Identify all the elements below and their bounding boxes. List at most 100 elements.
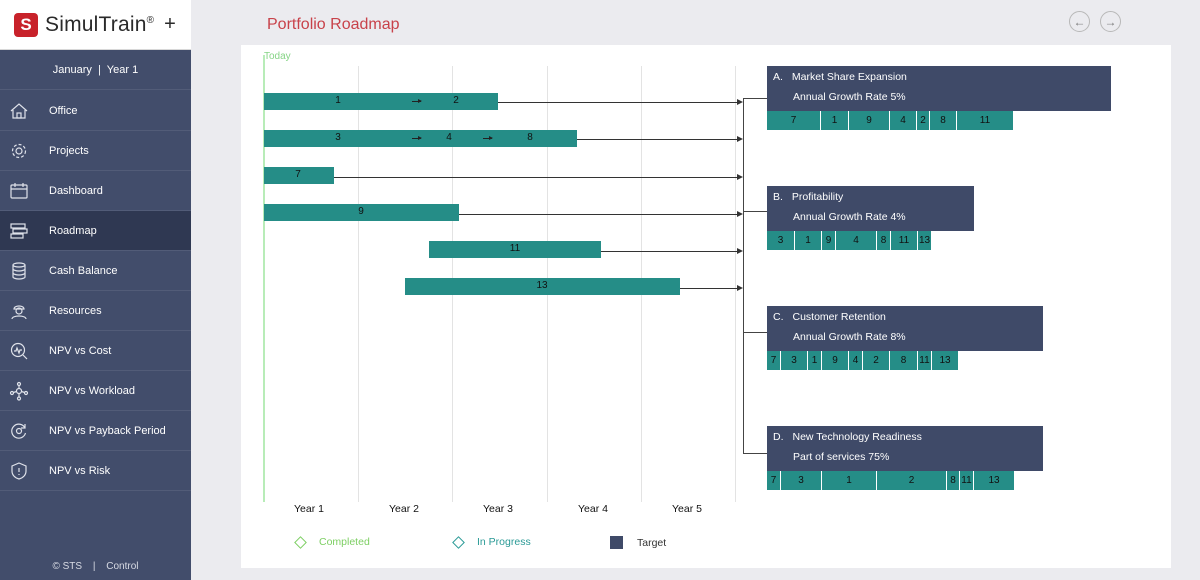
control-link[interactable]: Control <box>106 561 139 572</box>
target-subtitle: Annual Growth Rate 4% <box>793 211 906 223</box>
period-separator: | <box>97 63 101 76</box>
project-chip: 11 <box>957 111 1014 130</box>
project-chip: 9 <box>822 231 836 250</box>
coin-stack-icon <box>9 261 29 281</box>
target-card-b[interactable]: B. Profitability Annual Growth Rate 4% <box>767 186 974 231</box>
target-d-link <box>743 453 767 454</box>
sidebar-item-dashboard[interactable]: Dashboard <box>0 171 191 211</box>
roadmap-bar-row-2[interactable]: 3 4 8 <box>264 130 577 147</box>
target-card-d[interactable]: D. New Technology Readiness Part of servi… <box>767 426 1043 471</box>
sidebar-item-resources[interactable]: Resources <box>0 291 191 331</box>
target-card-c[interactable]: C. Customer Retention Annual Growth Rate … <box>767 306 1043 351</box>
brand-name: SimulTrain® <box>45 12 155 36</box>
project-chip: 7 <box>767 111 821 130</box>
arrowhead-icon <box>737 99 743 105</box>
project-chip: 8 <box>877 231 891 250</box>
roadmap-bar-row-4[interactable]: 9 <box>264 204 459 221</box>
target-b-link <box>743 211 767 212</box>
project-8-label: 8 <box>527 132 533 143</box>
shield-icon <box>9 461 29 481</box>
project-chip: 11 <box>918 351 932 370</box>
target-a-chips: 7 1 9 4 2 8 11 <box>767 111 1014 130</box>
legend-label: In Progress <box>477 536 531 548</box>
next-arrow-button[interactable]: → <box>1100 11 1121 32</box>
project-chip: 4 <box>849 351 863 370</box>
project-chip: 1 <box>808 351 822 370</box>
project-9-label: 9 <box>358 206 364 217</box>
sidebar-item-roadmap[interactable]: Roadmap <box>0 211 191 251</box>
today-label: Today <box>264 51 291 62</box>
year-label-2: Year 2 <box>389 503 419 515</box>
project-chip: 13 <box>932 351 959 370</box>
completed-diamond-icon <box>294 535 307 549</box>
target-subtitle: Part of services 75% <box>793 451 890 463</box>
target-subtitle: Annual Growth Rate 8% <box>793 331 906 343</box>
sidebar-item-npv-vs-payback-period[interactable]: NPV vs Payback Period <box>0 411 191 451</box>
project-2-label: 2 <box>453 95 459 106</box>
sidebar-item-projects[interactable]: Projects <box>0 131 191 171</box>
sidebar-item-label: Roadmap <box>49 224 97 237</box>
cycle-icon <box>9 421 29 441</box>
office-icon <box>9 101 29 121</box>
sidebar-item-label: Projects <box>49 144 89 157</box>
arrowhead-icon <box>737 248 743 254</box>
project-chip: 7 <box>767 471 781 490</box>
target-b-chips: 3 1 9 4 8 11 13 <box>767 231 932 250</box>
project-chip: 3 <box>781 351 808 370</box>
roadmap-bar-row-5[interactable]: 11 <box>429 241 601 258</box>
sidebar-item-label: NPV vs Payback Period <box>49 424 166 437</box>
previous-arrow-button[interactable]: ← <box>1069 11 1090 32</box>
connector-line <box>601 251 737 252</box>
year-label-1: Year 1 <box>294 503 324 515</box>
legend-target: Target <box>610 536 666 549</box>
sidebar-item-label: NPV vs Risk <box>49 464 111 477</box>
year-gridline <box>358 66 359 502</box>
period-year: Year 1 <box>106 63 139 76</box>
roadmap-bar-row-3[interactable]: 7 <box>264 167 334 184</box>
sidebar-item-label: Office <box>49 104 78 117</box>
sidebar-item-npv-vs-cost[interactable]: NPV vs Cost <box>0 331 191 371</box>
sidebar-item-label: NPV vs Cost <box>49 344 112 357</box>
arrowhead-icon <box>737 211 743 217</box>
target-title: D. New Technology Readiness <box>773 431 922 443</box>
project-chip: 8 <box>890 351 918 370</box>
sidebar-item-label: Cash Balance <box>49 264 118 277</box>
page-title: Portfolio Roadmap <box>267 16 400 33</box>
sidebar-item-npv-vs-risk[interactable]: NPV vs Risk <box>0 451 191 491</box>
project-chip: 8 <box>930 111 957 130</box>
target-title: B. Profitability <box>773 191 844 203</box>
sidebar-item-label: NPV vs Workload <box>49 384 135 397</box>
brand-header[interactable]: S SimulTrain® + <box>0 0 191 50</box>
sidebar-footer: © STS | Control <box>0 561 191 572</box>
connector-line <box>498 102 737 103</box>
target-square-icon <box>610 536 623 549</box>
network-icon <box>9 381 29 401</box>
project-1-label: 1 <box>335 95 341 106</box>
project-chip: 4 <box>890 111 917 130</box>
project-7-label: 7 <box>295 169 301 180</box>
connector-line <box>459 214 737 215</box>
in-progress-diamond-icon <box>452 535 465 549</box>
target-title: A. Market Share Expansion <box>773 71 907 83</box>
sidebar-item-label: Dashboard <box>49 184 103 197</box>
sidebar-item-office[interactable]: Office <box>0 91 191 131</box>
roadmap-bar-row-6[interactable]: 13 <box>405 278 680 295</box>
project-chip: 1 <box>821 111 849 130</box>
brand-plus: + <box>164 13 176 35</box>
project-chip: 4 <box>836 231 877 250</box>
period-indicator: January | Year 1 <box>0 50 191 90</box>
year-gridline <box>735 66 736 502</box>
footer-divider: | <box>92 561 96 572</box>
project-chip: 8 <box>947 471 960 490</box>
project-chip: 11 <box>960 471 974 490</box>
project-chip: 13 <box>974 471 1015 490</box>
roadmap-bar-row-1[interactable]: 1 2 <box>264 93 498 110</box>
sidebar: S SimulTrain® + January | Year 1 Office … <box>0 0 191 580</box>
legend-label: Completed <box>319 536 370 548</box>
sidebar-item-npv-vs-workload[interactable]: NPV vs Workload <box>0 371 191 411</box>
year-label-5: Year 5 <box>672 503 702 515</box>
target-card-a[interactable]: A. Market Share Expansion Annual Growth R… <box>767 66 1111 111</box>
project-13-label: 13 <box>536 280 548 291</box>
sidebar-item-cash-balance[interactable]: Cash Balance <box>0 251 191 291</box>
project-chip: 2 <box>877 471 947 490</box>
